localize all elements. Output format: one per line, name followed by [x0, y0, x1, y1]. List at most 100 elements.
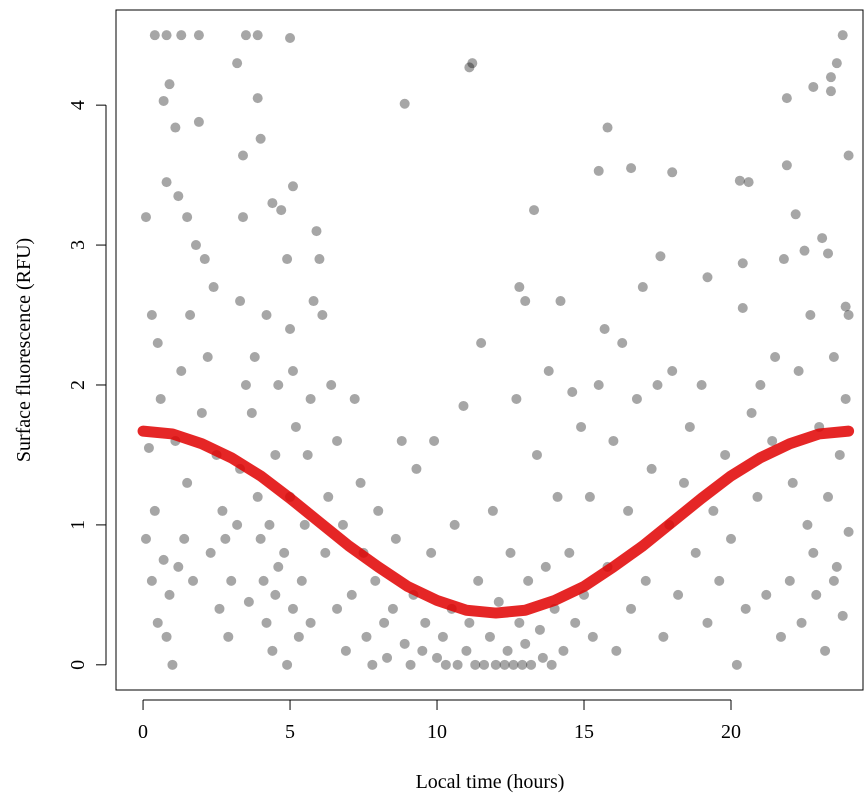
point — [193, 116, 204, 127]
point — [237, 150, 248, 161]
point — [837, 30, 848, 41]
point — [667, 167, 678, 178]
point — [499, 659, 510, 670]
point — [611, 645, 622, 656]
point — [808, 547, 819, 558]
point — [787, 477, 798, 488]
point — [379, 617, 390, 628]
point — [449, 519, 460, 530]
x-tick-label: 15 — [574, 721, 594, 743]
point — [808, 81, 819, 92]
point — [684, 421, 695, 432]
point — [296, 575, 307, 586]
point — [252, 93, 263, 104]
point — [534, 624, 545, 635]
point — [805, 310, 816, 321]
point — [658, 631, 669, 642]
point — [164, 589, 175, 600]
point — [843, 310, 854, 321]
point — [452, 659, 463, 670]
point — [305, 393, 316, 404]
point — [755, 379, 766, 390]
point — [752, 491, 763, 502]
point — [825, 86, 836, 97]
point — [155, 393, 166, 404]
point — [655, 251, 666, 262]
point — [173, 561, 184, 572]
point — [302, 449, 313, 460]
point — [840, 301, 851, 312]
point — [678, 477, 689, 488]
point — [505, 547, 516, 558]
point — [273, 379, 284, 390]
point — [149, 30, 160, 41]
point — [843, 150, 854, 161]
point — [828, 575, 839, 586]
point — [602, 122, 613, 133]
point — [626, 603, 637, 614]
point — [140, 212, 151, 223]
point — [202, 351, 213, 362]
point — [264, 519, 275, 530]
point — [432, 652, 443, 663]
point — [767, 435, 778, 446]
point — [196, 407, 207, 418]
point — [285, 32, 296, 43]
point — [552, 491, 563, 502]
point — [784, 575, 795, 586]
point — [261, 617, 272, 628]
point — [514, 282, 525, 293]
point — [778, 254, 789, 265]
point — [299, 519, 310, 530]
point — [199, 254, 210, 265]
point — [217, 505, 228, 516]
point — [470, 659, 481, 670]
point — [558, 645, 569, 656]
point — [208, 282, 219, 293]
point — [467, 58, 478, 69]
point — [146, 310, 157, 321]
point — [252, 30, 263, 41]
point — [652, 379, 663, 390]
point — [261, 310, 272, 321]
point — [523, 575, 534, 586]
point — [576, 421, 587, 432]
point — [190, 240, 201, 251]
point — [305, 617, 316, 628]
point — [361, 631, 372, 642]
point — [587, 631, 598, 642]
point — [537, 652, 548, 663]
point — [282, 254, 293, 265]
point — [223, 631, 234, 642]
point — [761, 589, 772, 600]
point — [667, 365, 678, 376]
point — [781, 93, 792, 104]
point — [640, 575, 651, 586]
point — [249, 351, 260, 362]
y-tick-label: 1 — [67, 520, 89, 530]
point — [373, 505, 384, 516]
point — [152, 338, 163, 349]
point — [646, 463, 657, 474]
point — [332, 435, 343, 446]
point — [631, 393, 642, 404]
point — [720, 449, 731, 460]
point — [843, 526, 854, 537]
point — [243, 596, 254, 607]
point — [240, 379, 251, 390]
point — [473, 575, 484, 586]
point — [820, 645, 831, 656]
point — [287, 603, 298, 614]
point — [417, 645, 428, 656]
x-tick-label: 10 — [427, 721, 447, 743]
point — [399, 98, 410, 109]
point — [193, 30, 204, 41]
point — [149, 505, 160, 516]
point — [246, 407, 257, 418]
point — [426, 547, 437, 558]
point — [831, 561, 842, 572]
point — [164, 79, 175, 90]
point — [437, 631, 448, 642]
point — [332, 603, 343, 614]
